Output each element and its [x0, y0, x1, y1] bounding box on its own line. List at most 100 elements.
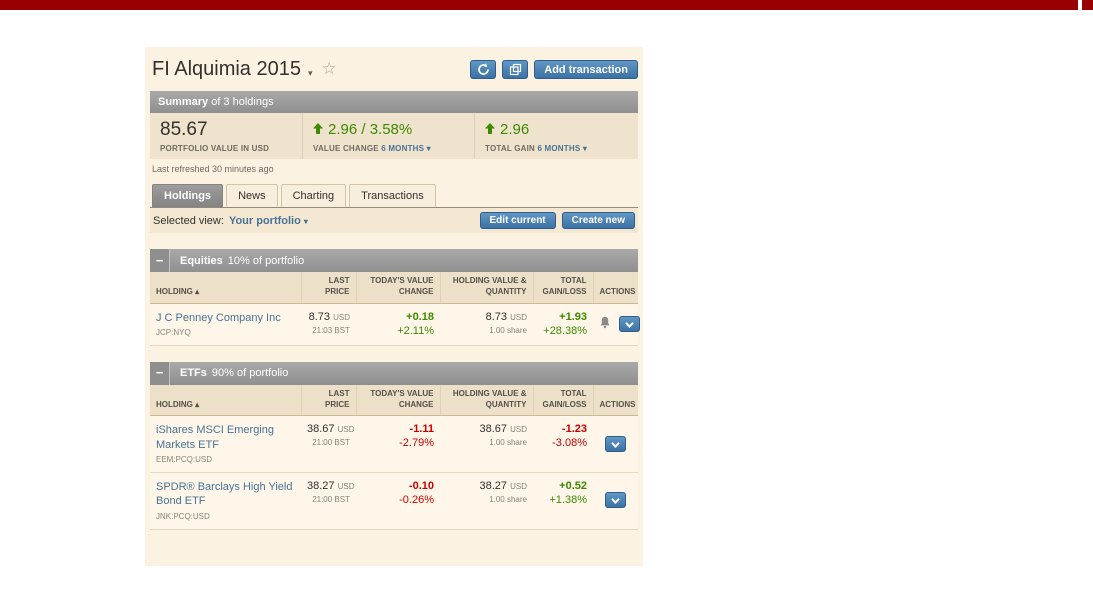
total-gain-period-dropdown[interactable]: 6 MONTHS ▾	[537, 144, 588, 153]
portfolio-value-cell: 85.67 PORTFOLIO VALUE IN USD	[150, 113, 302, 159]
holdings-table: HOLDING ▴ LAST PRICE TODAY'S VALUE CHANGE H…	[150, 384, 638, 530]
table-row: J C Penney Company Inc JCP:NYQ 8.73 USD …	[150, 303, 641, 346]
last-refreshed-text: Last refreshed 30 minutes ago	[152, 164, 274, 174]
up-arrow-icon	[485, 119, 495, 141]
holding-link[interactable]: SPDR® Barclays High Yield Bond ETF	[156, 481, 293, 508]
value-change-abs: +0.18	[406, 310, 434, 323]
column-header-total-gain-loss: TOTAL GAIN/LOSS	[532, 272, 593, 304]
holdings-section: − Equities 10% of portfolio HOLDING ▴ LAS…	[150, 249, 641, 346]
chevron-down-icon	[611, 498, 620, 505]
row-actions-dropdown-button[interactable]	[605, 435, 626, 452]
quantity: 1.00 share	[489, 495, 527, 505]
holding-value: 8.73	[485, 310, 508, 323]
portfolio-value: 85.67	[160, 119, 208, 140]
column-header-last-price: LAST PRICE	[300, 384, 356, 417]
column-header-today-s-value-change: TODAY'S VALUE CHANGE	[355, 272, 440, 304]
total-gain-pct: +1.38%	[549, 494, 587, 507]
column-header-holding[interactable]: HOLDING ▴	[150, 384, 301, 417]
tab-charting[interactable]: Charting	[280, 184, 347, 207]
value-change: 2.96 / 3.58%	[328, 121, 413, 138]
value-change-pct: -2.79%	[399, 437, 434, 450]
tab-news[interactable]: News	[226, 184, 278, 207]
total-gain-label: TOTAL GAIN	[485, 144, 535, 153]
section-share: 90% of portfolio	[211, 367, 289, 380]
value-change-label: VALUE CHANGE	[313, 144, 379, 153]
tab-holdings[interactable]: Holdings	[152, 184, 224, 207]
copy-portfolio-button[interactable]	[502, 60, 529, 79]
holding-value: 38.27	[479, 480, 508, 493]
chevron-down-icon	[611, 441, 620, 448]
column-header-holding-value-quantity: HOLDING VALUE & QUANTITY	[439, 384, 533, 417]
column-header-total-gain-loss: TOTAL GAIN/LOSS	[532, 384, 593, 417]
holding-value: 38.67	[479, 423, 508, 436]
holdings-section: − ETFs 90% of portfolio HOLDING ▴ LAST PR…	[150, 361, 638, 530]
portfolio-panel: FI Alquimia 2015 ▾ ☆ Add transaction Sum…	[145, 47, 643, 566]
last-price: 38.67	[307, 423, 335, 436]
holding-symbol: JCP:NYQ	[156, 327, 191, 337]
collapse-section-button[interactable]: −	[150, 249, 170, 272]
copy-icon	[509, 63, 521, 76]
create-new-button[interactable]: Create new	[561, 212, 635, 229]
last-price: 38.27	[307, 480, 335, 493]
value-change-period-dropdown[interactable]: 6 MONTHS ▾	[381, 144, 431, 153]
holding-link[interactable]: iShares MSCI Emerging Markets ETF	[156, 424, 274, 451]
row-actions-dropdown-button[interactable]	[605, 492, 626, 509]
tab-bar: Holdings News Charting Transactions	[150, 184, 638, 207]
value-currency: USD	[510, 312, 527, 322]
table-header-row: HOLDING ▴ LAST PRICE TODAY'S VALUE CHANGE H…	[150, 272, 638, 304]
price-currency: USD	[333, 312, 350, 322]
holding-link[interactable]: J C Penney Company Inc	[156, 311, 281, 324]
collapse-section-button[interactable]: −	[150, 361, 170, 385]
holdings-table: HOLDING ▴ LAST PRICE TODAY'S VALUE CHANGE H…	[150, 272, 641, 346]
chevron-down-icon: ▾	[582, 144, 588, 153]
table-row: SPDR® Barclays High Yield Bond ETF JNK:P…	[150, 472, 638, 530]
summary-header: Summary of 3 holdings	[150, 91, 638, 113]
row-actions-dropdown-button[interactable]	[619, 315, 641, 332]
total-gain-cell: 2.96 TOTAL GAIN 6 MONTHS ▾	[474, 113, 638, 159]
value-change-pct: +2.11%	[397, 324, 434, 337]
section-header: − ETFs 90% of portfolio	[150, 361, 638, 385]
table-header-row: HOLDING ▴ LAST PRICE TODAY'S VALUE CHANGE H…	[150, 384, 638, 417]
view-bar: Selected view: Your portfolio ▾ Edit cur…	[150, 207, 638, 233]
total-gain-abs: -1.23	[561, 423, 587, 436]
total-gain-abs: +0.52	[559, 480, 587, 493]
add-transaction-button[interactable]: Add transaction	[534, 60, 638, 79]
column-header-last-price: LAST PRICE	[300, 272, 356, 304]
portfolio-switcher-chevron-down-icon[interactable]: ▾	[307, 67, 313, 78]
quantity: 1.00 share	[489, 325, 527, 335]
total-gain-pct: +28.38%	[543, 324, 587, 337]
up-arrow-icon	[313, 119, 323, 141]
favorite-star-icon[interactable]: ☆	[321, 58, 337, 78]
tab-transactions[interactable]: Transactions	[349, 184, 436, 207]
last-price: 8.73	[308, 310, 331, 323]
holdings-sections: − Equities 10% of portfolio HOLDING ▴ LAS…	[150, 249, 641, 530]
value-change-pct: -0.26%	[399, 494, 434, 507]
column-header-holding[interactable]: HOLDING ▴	[150, 272, 301, 304]
price-currency: USD	[337, 482, 355, 492]
column-header-holding-value-quantity: HOLDING VALUE & QUANTITY	[439, 272, 533, 304]
price-time: 21:03 BST	[312, 325, 350, 335]
alert-bell-icon[interactable]	[599, 316, 611, 332]
sort-arrow-icon: ▴	[192, 286, 200, 296]
chevron-down-icon: ▾	[426, 144, 431, 153]
section-title: ETFs	[180, 367, 207, 380]
section-header: − Equities 10% of portfolio	[150, 249, 638, 272]
page-header: FI Alquimia 2015 ▾ ☆ Add transaction	[150, 47, 638, 91]
selected-view-dropdown[interactable]: Your portfolio ▾	[228, 214, 308, 227]
header-actions: Add transaction	[470, 60, 638, 79]
value-change-abs: -1.11	[409, 423, 434, 436]
table-row: iShares MSCI Emerging Markets ETF EEM:PC…	[150, 415, 638, 474]
refresh-button[interactable]	[470, 60, 497, 79]
value-currency: USD	[510, 425, 527, 435]
section-title: Equities	[180, 254, 223, 267]
summary-body: 85.67 PORTFOLIO VALUE IN USD 2.96 / 3.58…	[150, 113, 638, 159]
column-header-today-s-value-change: TODAY'S VALUE CHANGE	[355, 384, 440, 417]
summary-subtitle: of 3 holdings	[208, 96, 274, 108]
quantity: 1.00 share	[489, 438, 527, 448]
column-header-actions: ACTIONS	[592, 272, 638, 304]
value-change-abs: -0.10	[408, 480, 434, 493]
chevron-down-icon: ▾	[303, 216, 308, 226]
value-currency: USD	[510, 482, 527, 492]
selected-view-label: Selected view:	[153, 214, 224, 227]
edit-current-button[interactable]: Edit current	[479, 212, 556, 229]
